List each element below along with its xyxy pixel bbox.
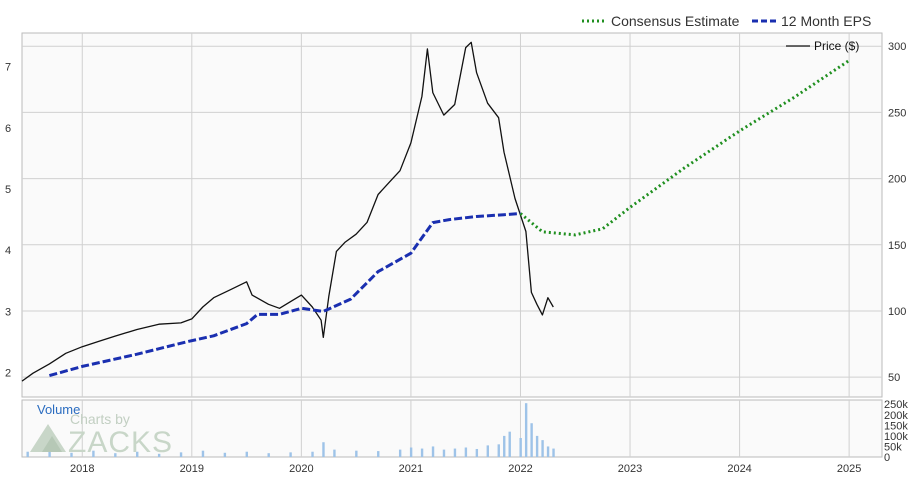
main-plot-area <box>21 32 883 398</box>
grid-lines <box>22 33 882 457</box>
volume-bar <box>157 453 161 457</box>
volume-bar <box>333 449 336 457</box>
volume-bar <box>519 438 522 457</box>
volume-bar <box>486 445 490 457</box>
price-series-line <box>21 41 554 382</box>
x-tick-label: 2018 <box>70 463 94 475</box>
volume-bars <box>26 403 555 457</box>
volume-bar <box>114 453 117 457</box>
volume-tick-label: 50k <box>884 441 902 453</box>
volume-bar <box>475 448 479 457</box>
series-lines <box>21 41 850 382</box>
volume-bar <box>289 452 292 457</box>
volume-bar <box>530 423 533 457</box>
volume-bar <box>453 448 457 457</box>
volume-bar <box>322 442 325 457</box>
volume-bar <box>420 448 424 457</box>
watermark-line1: Charts by <box>70 411 130 427</box>
volume-bar <box>524 403 528 457</box>
volume-bar <box>26 451 29 457</box>
volume-bar <box>245 451 248 457</box>
eps-tick-label: 4 <box>5 245 11 257</box>
volume-bar <box>409 447 413 457</box>
price-tick-label: 50 <box>888 372 900 384</box>
eps-axis-ticks: 2 3 4 5 6 7 <box>5 62 11 380</box>
x-tick-label: 2023 <box>618 463 642 475</box>
price-tick-label: 100 <box>888 306 906 318</box>
volume-bar <box>508 431 511 457</box>
eps-tick-label: 6 <box>5 123 11 135</box>
volume-bar <box>355 450 358 457</box>
volume-bar <box>70 452 73 457</box>
volume-bar <box>377 451 380 457</box>
volume-bar <box>541 440 544 457</box>
volume-bar <box>267 453 270 457</box>
legend-price-label: Price ($) <box>814 39 859 53</box>
eps-tick-label: 7 <box>5 62 11 74</box>
zacks-watermark: Charts by ZACKS <box>30 411 173 459</box>
volume-tick-label: 250k <box>884 399 908 411</box>
consensus-series-line <box>519 59 850 237</box>
volume-bar <box>503 435 506 457</box>
legend-eps-label: 12 Month EPS <box>781 13 871 29</box>
x-tick-label: 2022 <box>508 463 532 475</box>
volume-bar <box>497 444 500 457</box>
volume-bar <box>431 446 435 457</box>
volume-bar <box>223 452 227 457</box>
x-tick-label: 2020 <box>289 463 313 475</box>
price-axis-ticks: 50 100 150 200 250 300 <box>888 41 906 384</box>
volume-bar <box>442 449 446 457</box>
volume-bar <box>464 447 468 457</box>
legend-consensus-label: Consensus Estimate <box>611 13 740 29</box>
volume-tick-label: 150k <box>884 420 908 432</box>
volume-bar <box>535 435 539 457</box>
eps-tick-label: 5 <box>5 184 11 196</box>
volume-tick-label: 200k <box>884 410 908 422</box>
volume-tick-label: 100k <box>884 431 908 443</box>
legend: Consensus Estimate 12 Month EPS Price ($… <box>582 13 871 53</box>
x-tick-label: 2019 <box>180 463 204 475</box>
price-tick-label: 150 <box>888 240 906 252</box>
volume-bar <box>136 451 139 457</box>
volume-bar <box>48 448 51 457</box>
volume-bar <box>201 450 205 457</box>
x-tick-label: 2025 <box>837 463 861 475</box>
volume-bar <box>311 451 314 457</box>
volume-bar <box>552 448 555 457</box>
price-tick-label: 300 <box>888 41 906 53</box>
eps-series-line <box>48 212 521 378</box>
x-tick-label: 2024 <box>727 463 751 475</box>
volume-bar <box>179 452 183 457</box>
price-tick-label: 200 <box>888 174 906 186</box>
x-tick-label: 2021 <box>399 463 423 475</box>
watermark-line2: ZACKS <box>68 426 173 459</box>
volume-bar <box>92 450 95 457</box>
price-tick-label: 250 <box>888 107 906 119</box>
volume-bar <box>546 446 550 457</box>
volume-plot-area <box>21 399 883 458</box>
x-axis-ticks: 2018 2019 2020 2021 2022 2023 2024 2025 <box>70 463 861 475</box>
eps-tick-label: 2 <box>5 368 11 380</box>
volume-label: Volume <box>37 402 80 417</box>
volume-tick-label: 0 <box>884 452 890 464</box>
volume-bar <box>398 449 402 457</box>
eps-tick-label: 3 <box>5 306 11 318</box>
